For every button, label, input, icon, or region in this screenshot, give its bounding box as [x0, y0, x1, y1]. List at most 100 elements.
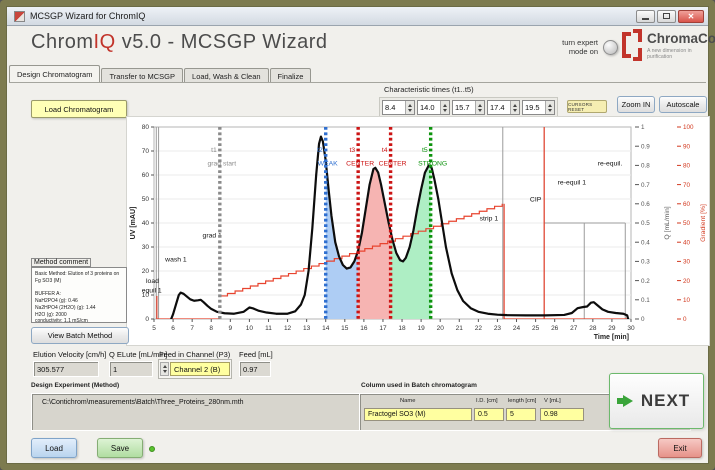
svg-text:t4: t4 [382, 147, 388, 154]
char-time-input-t4[interactable]: 17.4 [487, 100, 520, 115]
svg-text:22: 22 [475, 325, 483, 332]
svg-text:0: 0 [683, 316, 687, 323]
method-comment-box[interactable]: Basic Method: Elution of 3 proteins on F… [31, 267, 127, 323]
app-icon [14, 10, 25, 22]
feed-channel-value: Channel 2 (B) [170, 362, 230, 376]
svg-text:20: 20 [683, 278, 691, 285]
chromacon-logo-icon [622, 29, 642, 61]
app-name-iq: IQ [93, 31, 116, 53]
char-time-input-t3[interactable]: 15.7 [452, 100, 485, 115]
column-cell-length[interactable]: 5 [506, 408, 536, 421]
char-time-input-t1[interactable]: 8.4 [382, 100, 415, 115]
column-cell-name[interactable]: Fractogel SO3 (M) [364, 408, 472, 421]
tab-strip: Design Chromatogram Transfer to MCSGP Lo… [9, 65, 312, 83]
svg-text:70: 70 [142, 148, 150, 155]
svg-text:CIP: CIP [530, 196, 542, 203]
svg-text:21: 21 [456, 325, 464, 332]
spinner-arrows-icon[interactable] [405, 101, 414, 114]
tab-load-wash-clean[interactable]: Load, Wash & Clean [184, 68, 269, 83]
column-cell-volume[interactable]: 0.98 [540, 408, 584, 421]
q-elute-label: Q ELute [mL/min] [109, 350, 168, 359]
svg-text:wash 1: wash 1 [164, 256, 187, 263]
feed-channel-select[interactable]: Channel 2 (B) [158, 359, 232, 379]
page-title: ChromIQ v5.0 - MCSGP Wizard [31, 31, 328, 54]
column-header-id: I.D. [cm] [476, 398, 498, 404]
svg-text:0.2: 0.2 [641, 278, 650, 285]
svg-text:19: 19 [418, 325, 426, 332]
close-button[interactable]: ✕ [678, 9, 704, 23]
svg-text:24: 24 [513, 325, 521, 332]
elution-velocity-field[interactable]: 305.577 [33, 361, 99, 377]
char-time-input-t2[interactable]: 14.0 [417, 100, 450, 115]
spinner-arrows-icon[interactable] [545, 101, 554, 114]
maximize-button[interactable] [657, 9, 676, 23]
tab-transfer-to-mcsgp[interactable]: Transfer to MCSGP [101, 68, 184, 83]
expert-mode-toggle[interactable] [603, 40, 618, 55]
exit-button[interactable]: Exit [658, 438, 702, 458]
characteristic-times-label: Characteristic times (t1..t5) [384, 85, 474, 94]
svg-text:60: 60 [683, 201, 691, 208]
svg-text:0.9: 0.9 [641, 143, 650, 150]
char-time-value: 15.7 [455, 103, 470, 112]
tab-design-chromatogram[interactable]: Design Chromatogram [9, 65, 101, 83]
svg-text:Time [min]: Time [min] [594, 334, 629, 341]
next-button[interactable]: NEXT [609, 373, 704, 429]
svg-text:0: 0 [145, 316, 149, 323]
svg-text:30: 30 [627, 325, 635, 332]
logo-tagline: A new dimension in purification [647, 48, 692, 60]
svg-text:re-equil.: re-equil. [598, 160, 623, 167]
svg-text:70: 70 [683, 182, 691, 189]
char-time-input-t5[interactable]: 19.5 [522, 100, 555, 115]
svg-text:80: 80 [142, 124, 150, 131]
svg-text:26: 26 [551, 325, 559, 332]
svg-text:27: 27 [570, 325, 578, 332]
svg-text:90: 90 [683, 143, 691, 150]
spinner-arrows-icon[interactable] [440, 101, 449, 114]
svg-text:0.1: 0.1 [641, 297, 650, 304]
column-cell-id[interactable]: 0.5 [474, 408, 504, 421]
feed-field[interactable]: 0.97 [239, 361, 271, 377]
autoscale-button[interactable]: Autoscale [659, 96, 707, 113]
svg-text:40: 40 [142, 220, 150, 227]
minimize-button[interactable] [636, 9, 655, 23]
chromatogram-svg[interactable]: load equil 1 wash 1 grad 1 strip 1 CIP re-equi… [127, 117, 711, 347]
svg-text:0.6: 0.6 [641, 201, 650, 208]
svg-text:30: 30 [683, 259, 691, 266]
window-title: MCSGP Wizard for ChromIQ [30, 11, 146, 21]
chromatogram-chart[interactable]: load equil 1 wash 1 grad 1 strip 1 CIP re-equi… [126, 116, 710, 346]
column-header-volume: V [mL] [544, 398, 561, 404]
q-elute-field[interactable]: 1 [109, 361, 153, 377]
maximize-icon [663, 13, 670, 19]
svg-text:23: 23 [494, 325, 502, 332]
svg-text:15: 15 [341, 325, 349, 332]
tab-finalize[interactable]: Finalize [269, 68, 312, 83]
next-arrow-icon [616, 395, 633, 407]
load-chromatogram-button[interactable]: Load Chromatogram [31, 100, 127, 118]
spinner-arrows-icon[interactable] [160, 362, 169, 376]
cursors-reset-button[interactable]: CURSORS RESET [567, 100, 607, 113]
svg-text:20: 20 [437, 325, 445, 332]
svg-text:1: 1 [641, 124, 645, 131]
spinner-arrows-icon[interactable] [510, 101, 519, 114]
svg-text:50: 50 [683, 220, 691, 227]
design-experiment-box[interactable]: C:\Contichrom\measurements\Batch\Three_P… [31, 393, 361, 431]
svg-text:25: 25 [532, 325, 540, 332]
save-button[interactable]: Save [97, 438, 143, 458]
svg-text:16: 16 [360, 325, 368, 332]
zoom-in-button[interactable]: Zoom IN [617, 96, 655, 113]
svg-text:13: 13 [303, 325, 311, 332]
svg-text:Q [mL/min]: Q [mL/min] [664, 206, 671, 239]
svg-text:10: 10 [142, 292, 150, 299]
characteristic-times-group: 8.4 14.0 15.7 17.4 19.5 [379, 97, 558, 118]
load-button[interactable]: Load [31, 438, 77, 458]
title-bar: MCSGP Wizard for ChromIQ ✕ [7, 7, 708, 26]
view-batch-method-button[interactable]: View Batch Method [31, 327, 129, 344]
design-experiment-path: C:\Contichrom\measurements\Batch\Three_P… [42, 399, 244, 406]
svg-text:0: 0 [641, 316, 645, 323]
minimize-icon [642, 18, 649, 20]
svg-text:80: 80 [683, 163, 691, 170]
char-time-value: 17.4 [490, 103, 505, 112]
svg-text:7: 7 [190, 325, 194, 332]
spinner-arrows-icon[interactable] [475, 101, 484, 114]
